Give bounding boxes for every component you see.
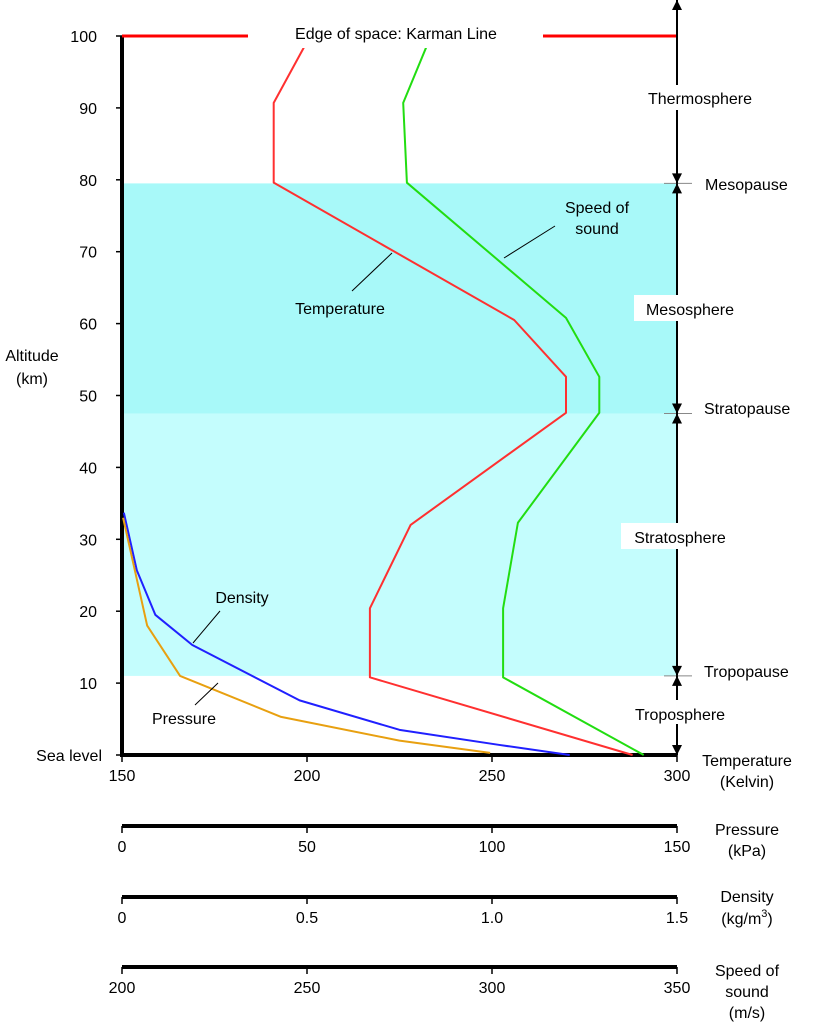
pressure-tick-label: 150 bbox=[664, 839, 691, 856]
density-axis-label: Density bbox=[720, 889, 773, 906]
pressure-tick-label: 0 bbox=[118, 839, 127, 856]
layer-label-troposphere: Troposphere bbox=[635, 707, 725, 724]
unit-part: (kg/m bbox=[721, 911, 761, 928]
temperature-tick-label: 150 bbox=[109, 768, 136, 785]
series-line-density bbox=[122, 512, 570, 756]
speed-tick-label: 300 bbox=[479, 980, 506, 997]
annotation-density: Density bbox=[215, 590, 268, 607]
series-line-pressure bbox=[122, 517, 491, 754]
karman-label-bg bbox=[255, 18, 537, 48]
layer-label-thermosphere: Thermosphere bbox=[648, 91, 752, 108]
series-line-speed-of-sound bbox=[402, 39, 645, 756]
speed-axis-label: sound bbox=[725, 984, 769, 1001]
density-axis-unit: (kg/m3) bbox=[721, 908, 772, 928]
density-tick-label: 0 bbox=[118, 910, 127, 927]
y-tick-label: 10 bbox=[79, 676, 97, 693]
arrowhead-icon bbox=[672, 675, 682, 686]
unit-superscript: 3 bbox=[761, 908, 767, 920]
annotation-speed-of-sound: Speed of bbox=[565, 200, 630, 217]
temperature-tick-label: 200 bbox=[294, 768, 321, 785]
leader-line bbox=[192, 610, 221, 644]
annotation-speed-of-sound: sound bbox=[575, 221, 619, 238]
boundary-label-tropopause: Tropopause bbox=[704, 664, 789, 681]
speed-tick-label: 250 bbox=[294, 980, 321, 997]
series-line-temperature bbox=[272, 41, 633, 756]
pressure-tick-label: 50 bbox=[298, 839, 316, 856]
layer-label-stratosphere: Stratosphere bbox=[634, 530, 726, 547]
arrowhead-icon bbox=[672, 403, 682, 414]
temperature-tick-label: 300 bbox=[664, 768, 691, 785]
speed-axis-label: (m/s) bbox=[729, 1005, 765, 1022]
layer-label-mesosphere: Mesosphere bbox=[646, 302, 734, 319]
temperature-tick-label: 250 bbox=[479, 768, 506, 785]
leader-line bbox=[194, 682, 219, 706]
arrowhead-icon bbox=[672, 173, 682, 184]
pressure-axis-label: (kPa) bbox=[728, 843, 766, 860]
density-tick-label: 1.0 bbox=[481, 910, 503, 927]
y-axis-label: (km) bbox=[16, 371, 48, 388]
y-tick-label: 20 bbox=[79, 604, 97, 621]
layer-band bbox=[122, 183, 677, 414]
y-tick-label: 90 bbox=[79, 101, 97, 118]
annotation-pressure: Pressure bbox=[152, 711, 216, 728]
speed-tick-label: 350 bbox=[664, 980, 691, 997]
stratosphere-label-bg bbox=[621, 523, 738, 549]
annotation-temperature: Temperature bbox=[295, 301, 385, 318]
y-tick-label: 70 bbox=[79, 245, 97, 262]
troposphere-label-bg bbox=[625, 700, 737, 724]
density-tick-label: 1.5 bbox=[666, 910, 688, 927]
y-tick-label: 60 bbox=[79, 317, 97, 334]
y-tick-label: 40 bbox=[79, 460, 97, 477]
y-axis-label: Altitude bbox=[5, 348, 58, 365]
y-tick-label: 80 bbox=[79, 173, 97, 190]
arrowhead-icon bbox=[672, 665, 682, 676]
arrowhead-icon bbox=[672, 183, 682, 194]
unit-part: ) bbox=[767, 911, 772, 928]
y-tick-label: Sea level bbox=[36, 748, 102, 765]
pressure-axis-label: Pressure bbox=[715, 822, 779, 839]
pressure-tick-label: 100 bbox=[479, 839, 506, 856]
boundary-label-stratopause: Stratopause bbox=[704, 401, 790, 418]
arrowhead-icon bbox=[672, 0, 682, 10]
leader-line bbox=[503, 225, 556, 259]
y-tick-label: 30 bbox=[79, 532, 97, 549]
mesosphere-label-bg bbox=[634, 295, 746, 321]
layer-band bbox=[122, 413, 677, 676]
temperature-axis-label: Temperature bbox=[702, 753, 792, 770]
speed-axis-label: Speed of bbox=[715, 963, 780, 980]
temperature-axis-label: (Kelvin) bbox=[720, 774, 774, 791]
speed-tick-label: 200 bbox=[109, 980, 136, 997]
karman-line-label: Edge of space: Karman Line bbox=[295, 26, 497, 43]
arrowhead-icon bbox=[672, 745, 682, 755]
arrowhead-icon bbox=[672, 413, 682, 424]
y-tick-label: 50 bbox=[79, 389, 97, 406]
density-tick-label: 0.5 bbox=[296, 910, 318, 927]
leader-line bbox=[351, 252, 393, 292]
boundary-label-mesopause: Mesopause bbox=[705, 177, 788, 194]
y-tick-label: 100 bbox=[70, 29, 97, 46]
